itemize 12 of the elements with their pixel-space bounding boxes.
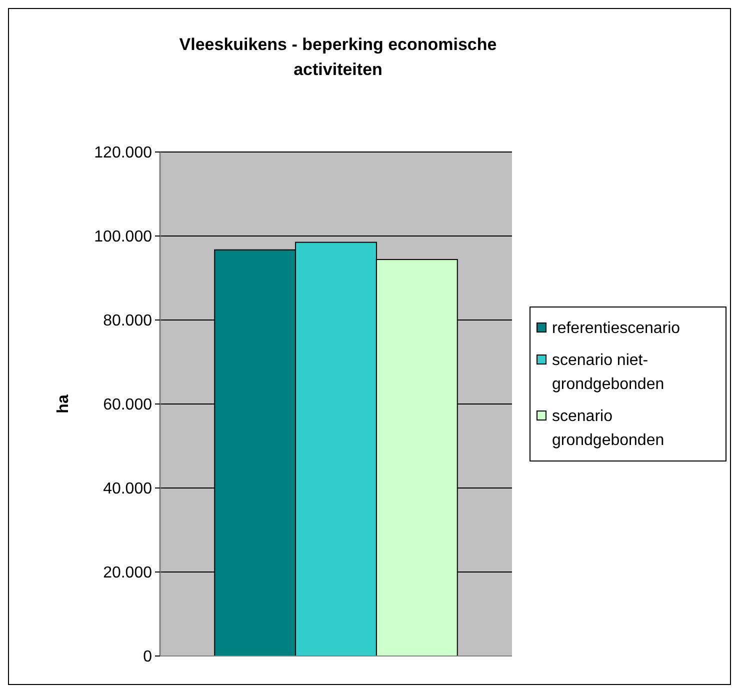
- y-tick-label: 80.000: [103, 312, 152, 330]
- legend-label: scenario grondgebonden: [552, 408, 664, 449]
- y-tick-label: 60.000: [103, 396, 152, 414]
- y-tick-label: 40.000: [103, 480, 152, 498]
- y-tick-label: 0: [143, 648, 152, 666]
- y-tick-label: 120.000: [94, 144, 152, 162]
- legend-label: referentiescenario: [552, 320, 680, 337]
- y-tick-label: 20.000: [103, 564, 152, 582]
- chart-title: Vleeskuikens - beperking economische activiteiten: [179, 35, 497, 79]
- legend-label: scenario niet-grondgebonden: [552, 352, 664, 393]
- y-tick-label: 100.000: [94, 228, 152, 246]
- y-axis-title: ha: [55, 394, 72, 414]
